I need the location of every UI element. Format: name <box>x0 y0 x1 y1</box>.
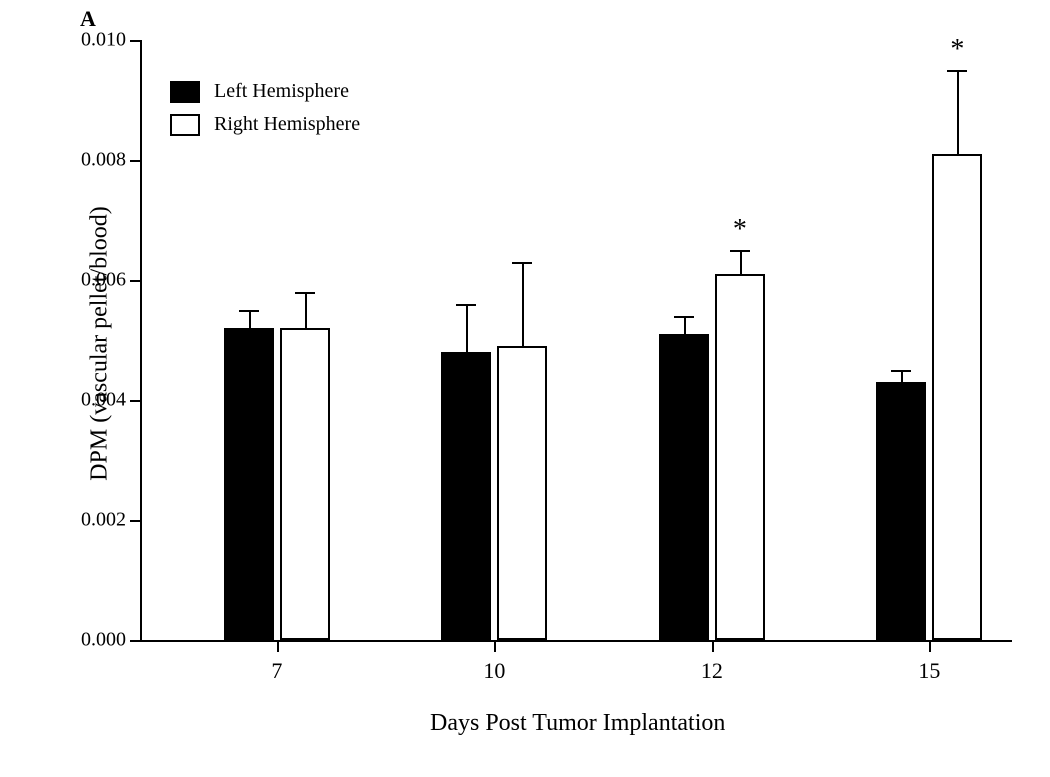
x-axis-title: Days Post Tumor Implantation <box>430 710 725 737</box>
y-tick <box>130 400 142 402</box>
x-tick-label: 7 <box>271 658 282 684</box>
y-tick-label: 0.010 <box>81 29 126 52</box>
bar <box>280 328 330 640</box>
error-cap <box>456 304 476 306</box>
legend: Left Hemisphere Right Hemisphere <box>170 80 360 136</box>
x-tick-label: 12 <box>701 658 723 684</box>
legend-swatch <box>170 114 200 136</box>
significance-marker: * <box>950 34 964 66</box>
x-tick-label: 10 <box>483 658 505 684</box>
y-tick <box>130 520 142 522</box>
y-tick <box>130 640 142 642</box>
y-tick <box>130 40 142 42</box>
bar <box>932 154 982 640</box>
error-bar <box>249 310 251 328</box>
error-bar <box>684 316 686 334</box>
error-cap <box>891 370 911 372</box>
significance-marker: * <box>733 214 747 246</box>
y-tick <box>130 160 142 162</box>
x-tick <box>712 640 714 652</box>
error-cap <box>512 262 532 264</box>
legend-item: Left Hemisphere <box>170 80 360 103</box>
x-tick-label: 15 <box>918 658 940 684</box>
error-cap <box>674 316 694 318</box>
error-bar <box>466 304 468 352</box>
y-axis-title: DPM (vascular pellet/blood) <box>87 144 114 544</box>
error-bar <box>740 250 742 274</box>
error-cap <box>730 250 750 252</box>
error-bar <box>305 292 307 328</box>
error-bar <box>522 262 524 346</box>
error-cap <box>295 292 315 294</box>
bar <box>497 346 547 640</box>
x-tick <box>494 640 496 652</box>
x-tick <box>277 640 279 652</box>
bar <box>659 334 709 640</box>
legend-label: Left Hemisphere <box>214 80 349 103</box>
bar <box>224 328 274 640</box>
bar <box>715 274 765 640</box>
y-tick <box>130 280 142 282</box>
error-cap <box>947 70 967 72</box>
legend-item: Right Hemisphere <box>170 113 360 136</box>
bar <box>876 382 926 640</box>
error-bar <box>957 70 959 154</box>
bar <box>441 352 491 640</box>
y-tick-label: 0.000 <box>81 629 126 652</box>
legend-swatch <box>170 81 200 103</box>
legend-label: Right Hemisphere <box>214 113 360 136</box>
x-tick <box>929 640 931 652</box>
figure: A 0.0000.0020.0040.0060.0080.0107101215*… <box>0 0 1050 777</box>
error-cap <box>239 310 259 312</box>
